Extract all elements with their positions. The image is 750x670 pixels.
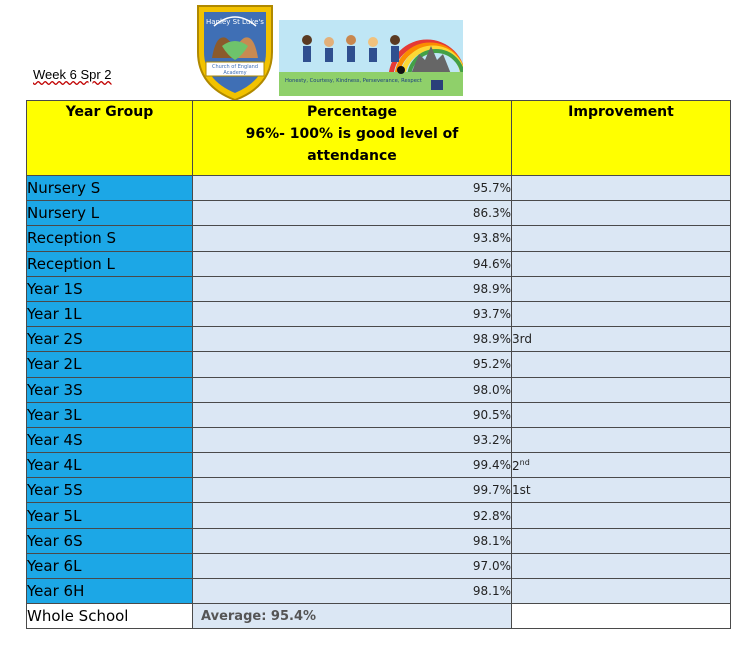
- year-group-cell: Year 2L: [26, 351, 193, 378]
- table-row: Year 4L 99.4% 2nd: [26, 452, 731, 479]
- attendance-table: Year Group Percentage 96%- 100% is good …: [26, 100, 731, 630]
- year-group-cell: Year 1L: [26, 300, 193, 328]
- table-row: Year 5S 99.7% 1st: [26, 477, 731, 504]
- year-group-cell: Year 3S: [26, 376, 193, 403]
- banner-motto-text: Honesty, Courtesy, Kindness, Perseveranc…: [285, 78, 422, 84]
- year-group-cell: Year 6S: [26, 527, 193, 554]
- improvement-text: 3rd: [512, 332, 532, 347]
- crest-band-text: Church of England: [212, 64, 258, 70]
- improvement-cell: [511, 502, 731, 529]
- week-label: Week 6 Spr 2: [33, 67, 112, 82]
- table-row: Year 6H 98.1%: [26, 577, 731, 605]
- year-group-cell: Year 6H: [26, 577, 193, 605]
- improvement-cell: [511, 426, 731, 454]
- table-row: Reception S 93.8%: [26, 225, 731, 252]
- percentage-cell: 98.9%: [192, 326, 512, 353]
- table-row: Year 1S 98.9%: [26, 275, 731, 302]
- improvement-cell: [511, 527, 731, 554]
- improvement-text: 1st: [512, 483, 531, 498]
- svg-text:Academy: Academy: [223, 70, 246, 76]
- year-group-cell: Nursery S: [26, 174, 193, 202]
- year-group-cell: Year 1S: [26, 275, 193, 302]
- improvement-cell: [511, 376, 731, 403]
- table-row: Year 3L 90.5%: [26, 401, 731, 428]
- improvement-cell: 2nd: [511, 452, 731, 479]
- table-row: Nursery S 95.7%: [26, 174, 731, 202]
- year-group-cell: Year 3L: [26, 401, 193, 428]
- percentage-cell: 98.1%: [192, 527, 512, 554]
- header-percentage-line3: attendance: [307, 148, 397, 164]
- percentage-cell: 94.6%: [192, 250, 512, 277]
- header-percentage-line1: Percentage: [306, 104, 398, 120]
- table-header-row: Year Group Percentage 96%- 100% is good …: [26, 100, 731, 176]
- header-percentage: Percentage 96%- 100% is good level of at…: [192, 100, 512, 176]
- table-row: Year 5L 92.8%: [26, 502, 731, 529]
- school-values-banner: Honesty, Courtesy, Kindness, Perseveranc…: [279, 20, 463, 96]
- percentage-cell: 98.0%: [192, 376, 512, 403]
- whole-school-label: Whole School: [26, 603, 193, 630]
- improvement-cell: [511, 577, 731, 605]
- whole-school-row: Whole School Average: 95.4%: [26, 603, 731, 630]
- percentage-cell: 99.7%: [192, 477, 512, 504]
- table-row: Reception L 94.6%: [26, 250, 731, 277]
- table-row: Year 4S 93.2%: [26, 426, 731, 454]
- year-group-cell: Nursery L: [26, 200, 193, 227]
- improvement-cell: 1st: [511, 477, 731, 504]
- percentage-cell: 93.2%: [192, 426, 512, 454]
- improvement-cell: [511, 401, 731, 428]
- improvement-cell: [511, 225, 731, 252]
- table-row: Year 6L 97.0%: [26, 552, 731, 580]
- percentage-cell: 93.8%: [192, 225, 512, 252]
- year-group-cell: Reception L: [26, 250, 193, 277]
- percentage-cell: 92.8%: [192, 502, 512, 529]
- percentage-cell: 86.3%: [192, 200, 512, 227]
- percentage-cell: 98.9%: [192, 275, 512, 302]
- improvement-cell: [511, 552, 731, 580]
- year-group-cell: Year 5L: [26, 502, 193, 529]
- year-group-cell: Year 4S: [26, 426, 193, 454]
- percentage-cell: 98.1%: [192, 577, 512, 605]
- header-improvement: Improvement: [511, 100, 731, 176]
- percentage-cell: 93.7%: [192, 300, 512, 328]
- percentage-cell: 90.5%: [192, 401, 512, 428]
- improvement-cell: [511, 200, 731, 227]
- header-percentage-line2: 96%- 100% is good level of: [245, 126, 459, 142]
- year-group-cell: Year 5S: [26, 477, 193, 504]
- whole-school-improvement: [511, 603, 731, 630]
- improvement-cell: [511, 174, 731, 202]
- percentage-cell: 99.4%: [192, 452, 512, 479]
- improvement-text: 2: [512, 458, 520, 473]
- year-group-cell: Year 4L: [26, 452, 193, 479]
- year-group-cell: Reception S: [26, 225, 193, 252]
- improvement-cell: [511, 275, 731, 302]
- header-year-group: Year Group: [26, 100, 193, 176]
- table-row: Year 3S 98.0%: [26, 376, 731, 403]
- percentage-cell: 97.0%: [192, 552, 512, 580]
- improvement-cell: [511, 250, 731, 277]
- improvement-cell: [511, 351, 731, 378]
- table-row: Year 6S 98.1%: [26, 527, 731, 554]
- percentage-cell: 95.7%: [192, 174, 512, 202]
- crest-title-text: Hanley St Luke's: [206, 18, 264, 26]
- table-row: Year 1L 93.7%: [26, 300, 731, 328]
- whole-school-average: Average: 95.4%: [192, 603, 512, 630]
- table-row: Year 2S 98.9% 3rd: [26, 326, 731, 353]
- table-row: Nursery L 86.3%: [26, 200, 731, 227]
- improvement-cell: 3rd: [511, 326, 731, 353]
- table-row: Year 2L 95.2%: [26, 351, 731, 378]
- year-group-cell: Year 2S: [26, 326, 193, 353]
- percentage-cell: 95.2%: [192, 351, 512, 378]
- school-crest-logo: Hanley St Luke's Church of England Acade…: [197, 5, 273, 102]
- improvement-cell: [511, 300, 731, 328]
- year-group-cell: Year 6L: [26, 552, 193, 580]
- improvement-suffix: nd: [519, 457, 530, 467]
